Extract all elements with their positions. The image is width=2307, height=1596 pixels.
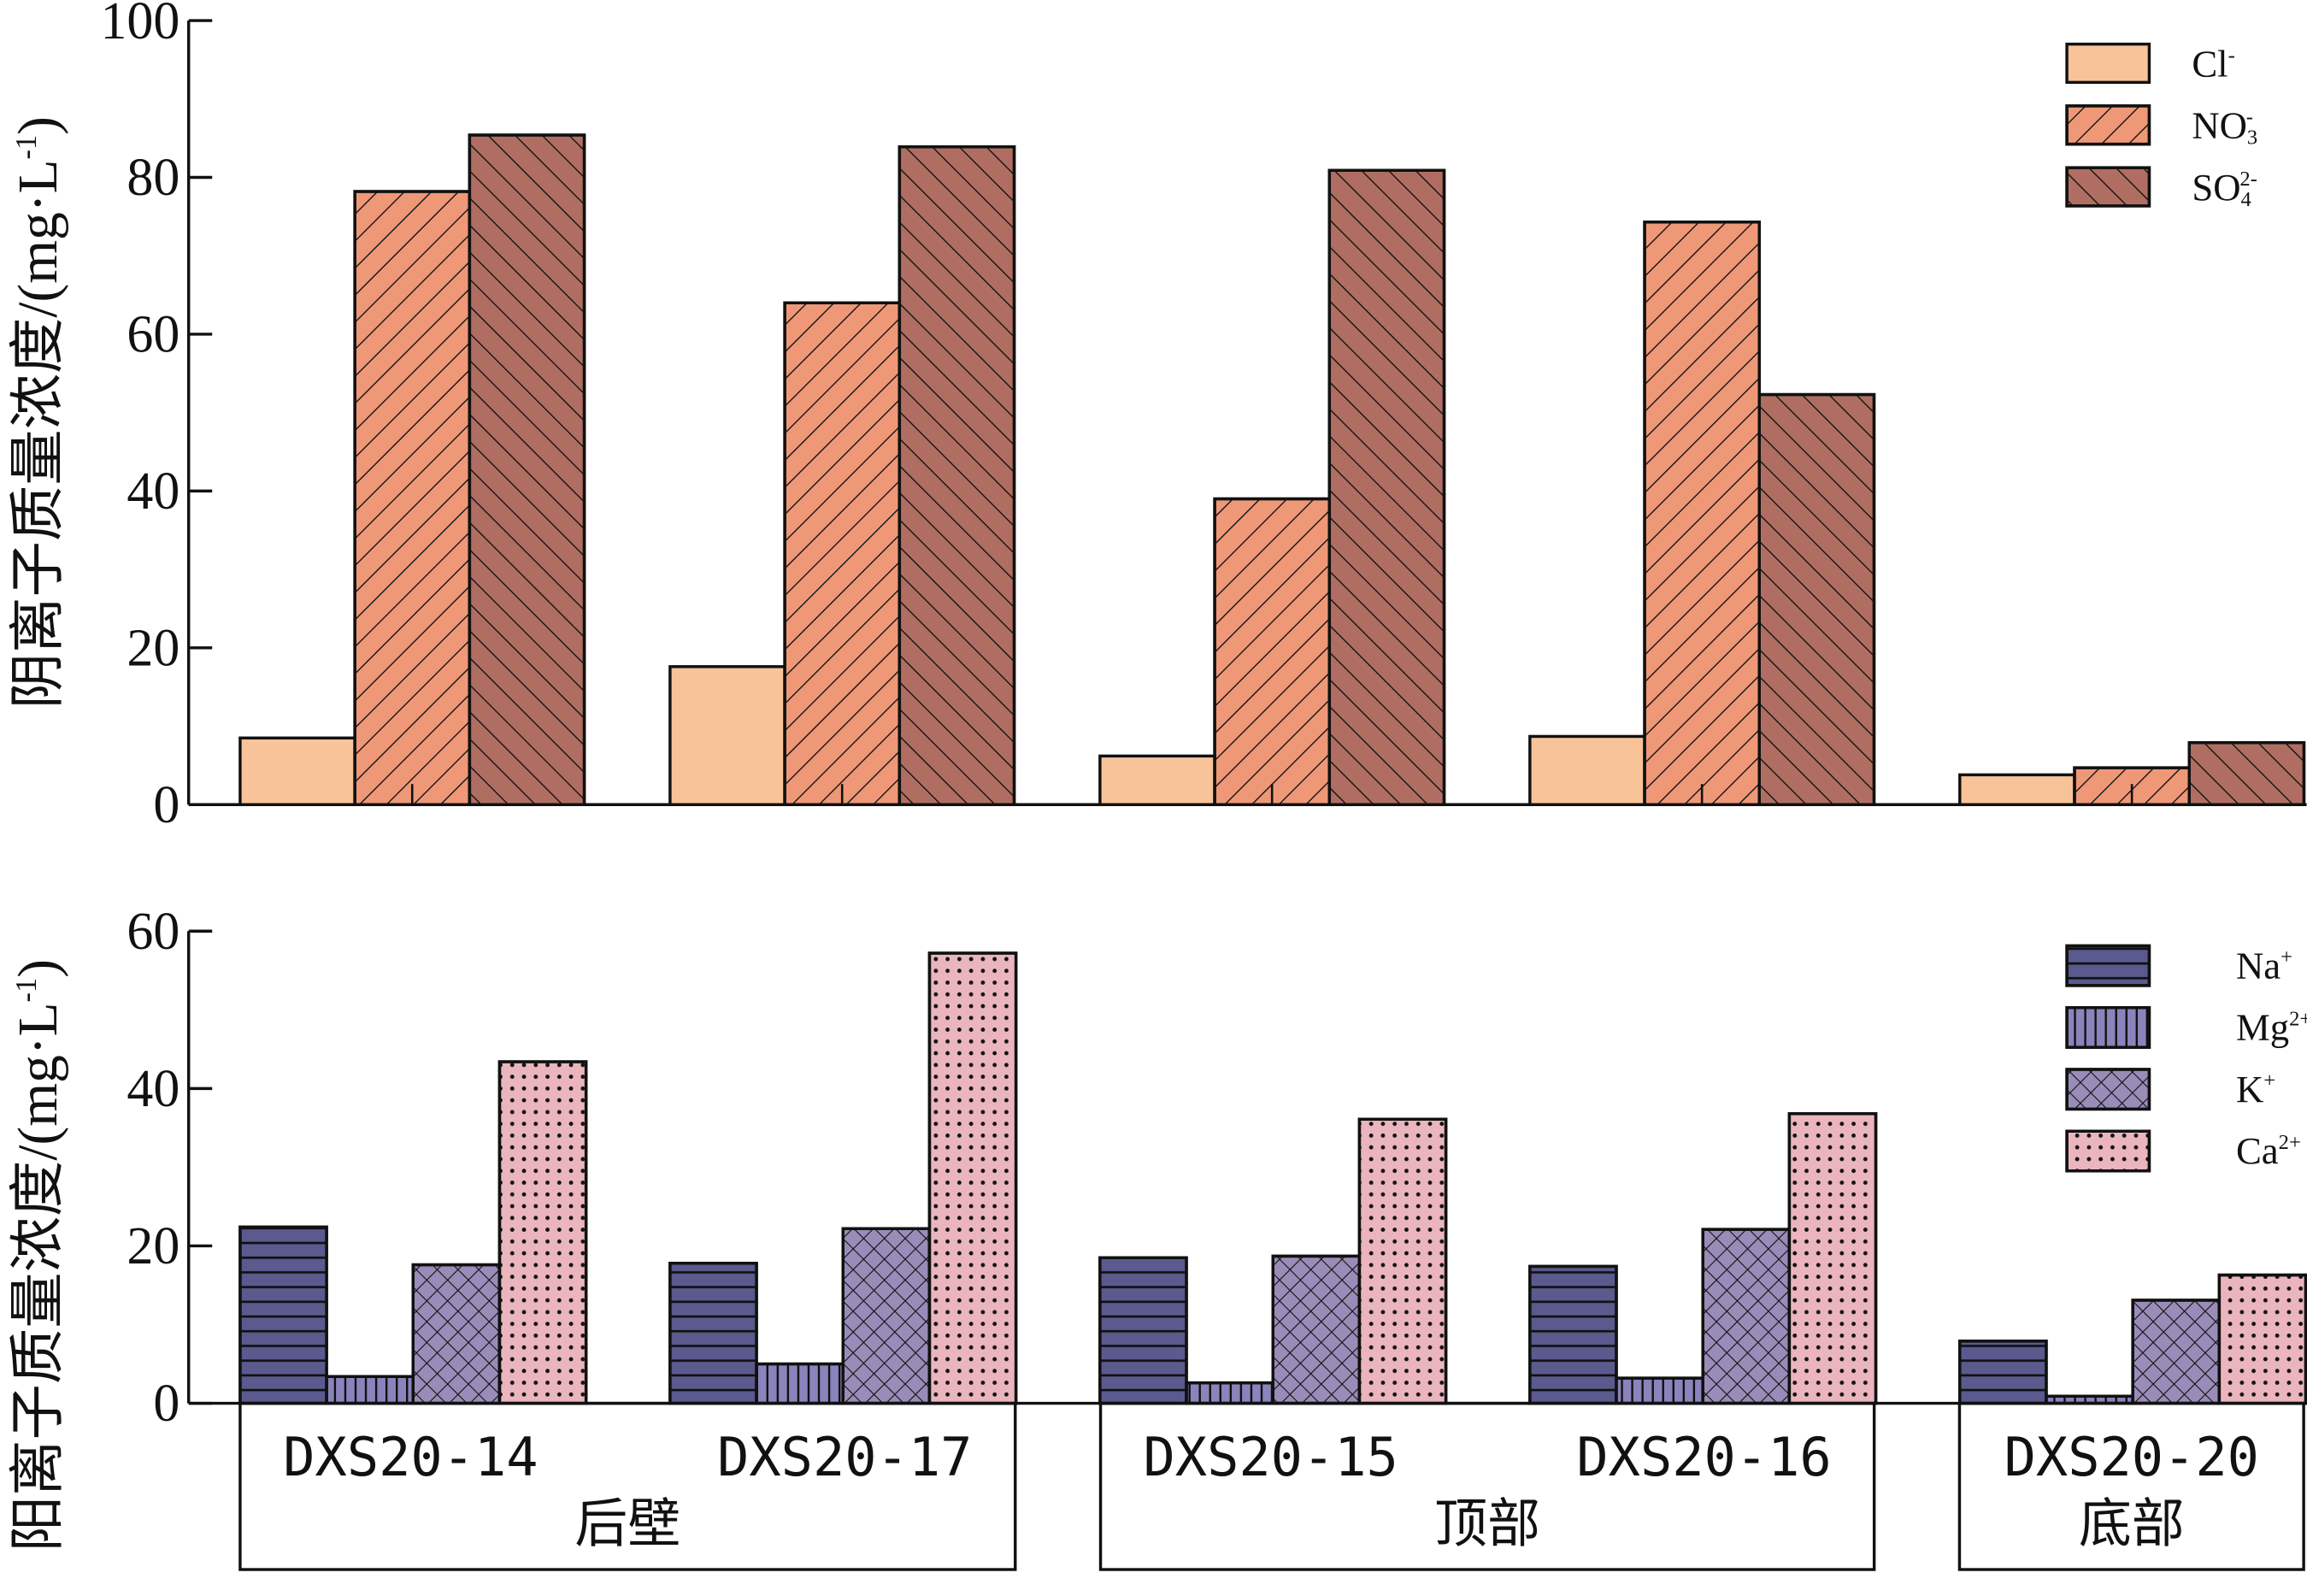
legend-label-sub: 3 (2247, 127, 2257, 150)
legend-swatch-hatch (2065, 104, 2151, 146)
bar-hatch (2217, 1273, 2307, 1405)
sample-group-box: DXS20-14 DXS20-17 后壁 (238, 1401, 1017, 1571)
legend-label: NO3- (2192, 104, 2257, 150)
y-axis-label-main: 阳离子质量浓度/(mg·L (8, 1002, 69, 1552)
bar-hatch (1357, 1117, 1448, 1405)
bar-hatch (411, 1263, 502, 1405)
y-tick-label: 0 (153, 776, 179, 834)
bar-hatch (1185, 1381, 1274, 1405)
legend-label-sup: + (2263, 1069, 2275, 1092)
y-tick-label: 100 (100, 0, 179, 50)
legend-label-sup: - (2228, 44, 2235, 67)
legend-swatch-Cl (2065, 42, 2151, 85)
y-tick-label: 40 (127, 1060, 179, 1118)
group-label: 顶部 (1434, 1495, 1540, 1553)
group-box-frame (1098, 1401, 1876, 1571)
bar-hatch (1615, 1376, 1704, 1405)
legend-label-sup: + (2281, 945, 2292, 969)
bar-hatch (468, 133, 586, 806)
legend-swatch-hatch (2065, 1068, 2151, 1111)
bar-hatch (1327, 168, 1446, 806)
legend-label: Na+ (2236, 944, 2292, 986)
y-tick-label: 20 (127, 1217, 179, 1275)
legend-label-base: Cl (2192, 42, 2228, 85)
x-category-label: DXS20-14 (283, 1427, 538, 1488)
legend-label-base: Mg (2236, 1006, 2289, 1049)
legend-label-sup: 2+ (2279, 1131, 2301, 1154)
y-tick-label: 60 (127, 903, 179, 961)
group-box-frame (238, 1401, 1017, 1571)
group-box-frame (1957, 1401, 2305, 1571)
bar-hatch (897, 145, 1016, 806)
legend-swatch-hatch (2065, 944, 2151, 987)
legend-label: SO42- (2192, 166, 2257, 211)
bar-hatch (1271, 1254, 1362, 1405)
x-category-label: DXS20-15 (1144, 1427, 1398, 1488)
legend-swatch-hatch (2065, 1129, 2151, 1173)
legend-swatch-hatch (2065, 1005, 2151, 1049)
legend-label: K+ (2236, 1068, 2275, 1110)
legend-label-sup: - (2246, 106, 2253, 129)
bar-hatch (238, 1225, 328, 1405)
y-tick-label: 40 (127, 462, 179, 521)
bar-Cl-DXS20-14 (238, 736, 356, 806)
bar-hatch (1213, 497, 1332, 806)
legend-label-base: Na (2236, 944, 2281, 986)
legend-label-base: NO (2192, 104, 2247, 147)
bar-hatch (1098, 1256, 1188, 1405)
legend-swatch-hatch (2065, 166, 2151, 208)
legend-label-sub: 4 (2241, 188, 2251, 211)
bar-hatch (1757, 392, 1876, 806)
legend-label: Ca2+ (2236, 1129, 2301, 1172)
bar-hatch (668, 1261, 758, 1405)
bar-hatch (1701, 1228, 1792, 1405)
legend-label-sup: 2- (2239, 168, 2257, 191)
y-axis-label-sup: -1 (10, 135, 43, 160)
y-tick-label: 60 (127, 306, 179, 364)
y-tick-label: 20 (127, 619, 179, 677)
y-axis-label: 阳离子质量浓度/(mg·L-1) (8, 959, 69, 1552)
legend-label-sup: 2+ (2289, 1007, 2307, 1030)
legend-label: Cl- (2192, 42, 2234, 85)
bar-hatch (1528, 1264, 1618, 1405)
sample-group-box: DXS20-15 DXS20-16 顶部 (1098, 1401, 1876, 1571)
x-category-label: DXS20-16 (1576, 1427, 1831, 1488)
bar-Cl-DXS20-15 (1098, 754, 1216, 806)
bar-hatch (783, 301, 902, 806)
bar-hatch (755, 1362, 845, 1405)
sample-group-box: DXS20-20 底部 (1957, 1401, 2305, 1571)
bar-Cl-DXS20-16 (1528, 734, 1646, 806)
legend-label-base: SO (2192, 166, 2240, 209)
bar-Cl-DXS20-17 (668, 665, 786, 806)
group-label: 底部 (2079, 1495, 2185, 1553)
bar-hatch (497, 1060, 588, 1405)
y-axis-label-main: 阴离子质量浓度/(mg·L (8, 159, 69, 709)
bar-hatch (1958, 1340, 2048, 1405)
y-tick-label: 80 (127, 149, 179, 207)
y-axis-label-end: ) (8, 959, 69, 978)
y-tick-label: 0 (153, 1375, 179, 1433)
bar-hatch (325, 1375, 415, 1405)
x-category-label: DXS20-20 (2004, 1427, 2259, 1488)
bar-hatch (1787, 1112, 1878, 1405)
y-axis-label-sup: -1 (10, 978, 43, 1003)
bar-hatch (2131, 1299, 2222, 1405)
bar-hatch (1643, 221, 1761, 806)
bar-hatch (841, 1227, 932, 1405)
y-axis-label-end: ) (8, 116, 69, 135)
bar-hatch (353, 190, 472, 806)
bar-hatch (927, 951, 1018, 1405)
bar-Cl-DXS20-20 (1958, 773, 2076, 806)
legend-label-base: Ca (2236, 1129, 2279, 1172)
legend-label-base: K (2236, 1068, 2263, 1110)
bar-hatch (2187, 741, 2306, 806)
legend-label: Mg2+ (2236, 1006, 2307, 1049)
x-category-label: DXS20-17 (717, 1427, 972, 1488)
group-label: 后壁 (574, 1495, 680, 1553)
y-axis-label: 阴离子质量浓度/(mg·L-1) (8, 116, 69, 709)
